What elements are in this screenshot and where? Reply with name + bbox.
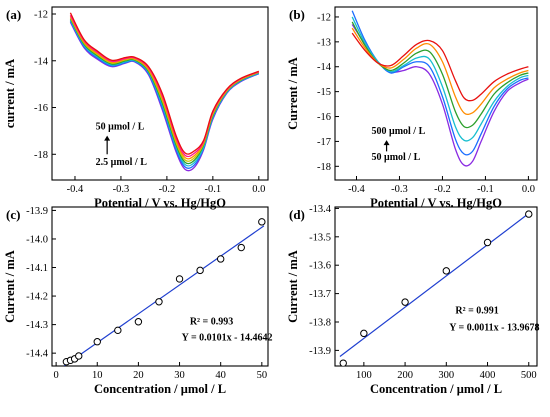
- x-tick-label: 100: [356, 370, 372, 381]
- x-tick-label: 0.0: [252, 184, 265, 195]
- plot-frame: [51, 6, 269, 181]
- direction-arrow-head: [104, 135, 111, 141]
- panel-label: (a): [6, 7, 21, 22]
- x-tick-label: 400: [480, 370, 496, 381]
- annotation-label: 50 μmol / L: [96, 122, 145, 133]
- x-tick-label: -0.3: [113, 184, 130, 195]
- plot-area: [339, 210, 533, 366]
- x-tick-label: -0.4: [67, 184, 84, 195]
- series-line-2: [351, 10, 529, 156]
- y-tick-label: -14.2: [26, 292, 48, 303]
- chart-panel-4: 100 200 300 400 500 -13.4 -13.5 -13.6 -13.7 -13.8…: [286, 204, 540, 396]
- y-tick-label: -13.8: [309, 317, 331, 328]
- data-point: [114, 326, 122, 335]
- data-point: [196, 266, 204, 275]
- data-point: [339, 359, 347, 366]
- data-point: [237, 243, 245, 252]
- data-point: [525, 210, 533, 218]
- plot-frame: [334, 206, 538, 367]
- y-axis-label: Current / mA: [286, 250, 300, 323]
- y-axis-label: Current / mA: [286, 57, 300, 130]
- y-tick-label: -14: [34, 56, 49, 67]
- plot-frame: [334, 6, 538, 181]
- x-tick-label: 10: [92, 370, 103, 381]
- plot-frame: [51, 206, 269, 367]
- y-tick-label: -18: [317, 162, 331, 173]
- fit-line: [339, 211, 532, 357]
- annotation-label: Y = 0.0101x - 14.4642: [182, 332, 273, 343]
- annotation-label: Y = 0.0011x - 13.9678: [449, 323, 539, 334]
- data-point: [75, 352, 83, 360]
- x-axis-label: Potential / V vs. Hg/HgO: [370, 196, 502, 210]
- y-tick-label: -15: [317, 87, 331, 98]
- x-tick-label: 200: [397, 370, 413, 381]
- y-tick-label: -13.9: [26, 206, 48, 217]
- y-axis-label: current / mA: [3, 59, 17, 128]
- x-tick-label: 0: [53, 370, 58, 381]
- x-axis-label: Concentration / μmol / L: [370, 382, 502, 396]
- x-tick-label: 300: [438, 370, 454, 381]
- x-tick-label: -0.4: [348, 184, 365, 195]
- x-axis-label: Potential / V vs. Hg/HgO: [94, 196, 226, 210]
- annotation-label: 500 μmol / L: [372, 126, 426, 137]
- series-line-5: [351, 27, 529, 116]
- y-tick-label: -13.5: [309, 232, 331, 243]
- y-tick-label: -17: [317, 137, 331, 148]
- y-tick-label: -14.4: [26, 349, 49, 360]
- plot-area: [69, 12, 260, 172]
- y-tick-label: -13.6: [309, 261, 331, 272]
- data-point: [93, 338, 101, 346]
- y-tick-label: -16: [34, 103, 48, 114]
- x-tick-label: -0.2: [159, 184, 176, 195]
- direction-arrow-head: [383, 140, 390, 146]
- x-tick-label: 0.0: [522, 184, 535, 195]
- y-tick-label: -13: [317, 37, 331, 48]
- y-tick-label: -14: [317, 62, 332, 73]
- x-tick-label: -0.3: [391, 184, 408, 195]
- y-axis-label: Current / mA: [3, 250, 17, 323]
- data-point: [216, 255, 225, 263]
- x-tick-label: 500: [521, 370, 537, 381]
- data-point: [155, 298, 163, 306]
- panel-label: (d): [289, 207, 305, 222]
- y-tick-label: -12: [34, 10, 48, 21]
- chart-panel-3: 0 10 20 30 40 50 -13.9 -14.0 -14.1 -14.2 -14.3 -14.…: [3, 206, 272, 396]
- y-tick-label: -14.0: [26, 234, 48, 245]
- x-tick-label: -0.1: [477, 184, 494, 195]
- x-tick-label: 30: [174, 370, 185, 381]
- x-tick-label: 20: [133, 370, 144, 381]
- series-line-4: [351, 21, 529, 129]
- data-point: [442, 267, 451, 275]
- y-tick-label: -16: [317, 112, 331, 123]
- plot-area: [351, 10, 529, 167]
- data-point: [360, 329, 368, 338]
- annotation-label: 50 μmol / L: [372, 152, 421, 163]
- x-tick-label: 50: [257, 370, 268, 381]
- y-tick-label: -13.9: [309, 346, 331, 357]
- data-point: [258, 218, 266, 226]
- annotation-label: R² = 0.991: [455, 305, 498, 316]
- series-line-6: [351, 32, 529, 102]
- y-tick-label: -12: [317, 12, 331, 23]
- y-tick-label: -14.3: [26, 320, 48, 331]
- data-point: [175, 275, 184, 283]
- annotation-label: R² = 0.993: [190, 317, 233, 328]
- data-point: [134, 318, 143, 326]
- data-point: [401, 298, 409, 306]
- annotation-label: 2.5 μmol / L: [96, 157, 148, 168]
- series-line-8: [69, 12, 260, 155]
- x-tick-label: -0.1: [205, 184, 222, 195]
- y-tick-label: -13.4: [309, 204, 332, 215]
- y-tick-label: -18: [34, 150, 48, 161]
- plot-area: [62, 218, 266, 366]
- x-tick-label: 40: [215, 370, 226, 381]
- panel-label: (c): [6, 207, 20, 222]
- data-point: [483, 238, 492, 247]
- x-axis-label: Concentration / μmol / L: [94, 382, 226, 396]
- panel-label: (b): [289, 7, 305, 22]
- y-tick-label: -13.7: [309, 289, 331, 300]
- x-tick-label: -0.2: [434, 184, 451, 195]
- y-tick-label: -14.1: [26, 263, 48, 274]
